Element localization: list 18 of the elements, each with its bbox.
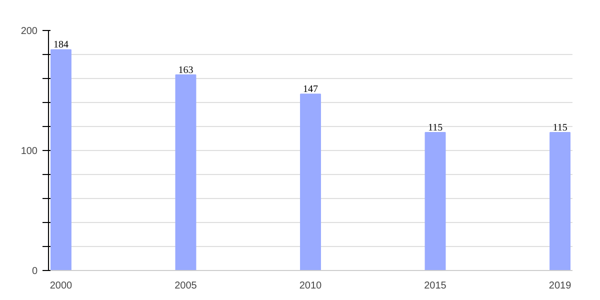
data-label: 163	[178, 64, 194, 76]
bar	[175, 74, 196, 270]
bar	[424, 132, 446, 270]
data-label: 115	[428, 122, 443, 134]
data-label: 184	[53, 40, 68, 51]
data-label: 147	[303, 84, 318, 96]
y-tick-label: 100	[20, 146, 38, 157]
x-tick-label: 2000	[50, 280, 73, 292]
y-tick-label: 200	[20, 26, 38, 37]
x-tick-label: 2005	[174, 280, 198, 292]
bar	[50, 49, 72, 270]
data-label: 115	[552, 122, 568, 134]
bar	[300, 94, 321, 270]
x-tick-label: 2010	[299, 280, 322, 292]
x-tick-label: 2015	[424, 280, 447, 292]
bar	[550, 132, 571, 270]
y-tick-label: 0	[32, 266, 38, 277]
x-tick-label: 2019	[548, 280, 572, 292]
